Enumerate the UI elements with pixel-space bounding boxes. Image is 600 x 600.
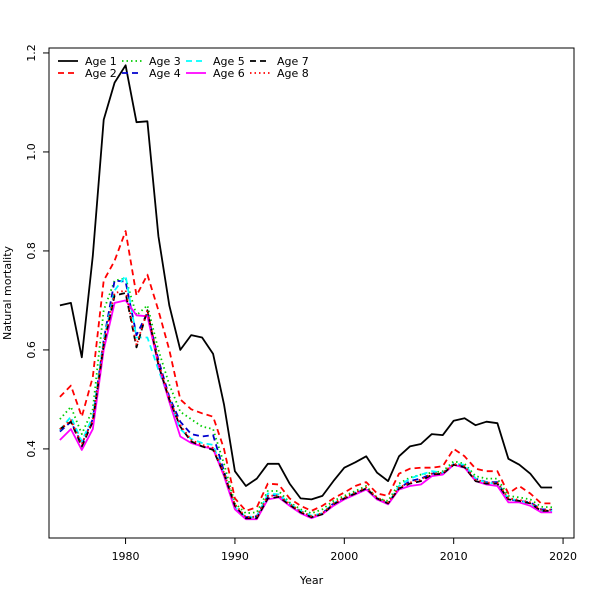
legend-label-age-3: Age 3: [149, 55, 181, 68]
legend-label-age-6: Age 6: [213, 67, 245, 80]
series-line-age-1: [59, 64, 553, 501]
series-line-age-2: [59, 230, 553, 512]
legend-label-age-1: Age 1: [85, 55, 117, 68]
x-tick-label: 1990: [221, 550, 249, 563]
x-tick-label: 2000: [330, 550, 358, 563]
plot-frame: [48, 47, 575, 539]
y-axis-label: Natural mortality: [1, 245, 14, 340]
y-tick-label: 0.8: [25, 242, 38, 260]
legend-label-age-2: Age 2: [85, 67, 117, 80]
x-tick-label: 1980: [112, 550, 140, 563]
series-line-age-5: [59, 274, 553, 519]
x-axis: 1980 1990 2000 2010 2020: [112, 538, 577, 563]
x-tick-label: 2010: [440, 550, 468, 563]
legend-label-age-7: Age 7: [277, 55, 309, 68]
y-tick-label: 0.4: [25, 440, 38, 458]
x-tick-label: 2020: [549, 550, 577, 563]
x-axis-label: Year: [299, 574, 324, 587]
y-tick-label: 0.6: [25, 341, 38, 359]
legend-label-age-4: Age 4: [149, 67, 181, 80]
series-line-age-3: [59, 277, 553, 515]
series-lines: [59, 64, 553, 521]
series-line-age-8: [59, 289, 553, 519]
y-tick-label: 1.0: [25, 143, 38, 161]
legend-label-age-5: Age 5: [213, 55, 245, 68]
y-tick-label: 1.2: [25, 44, 38, 62]
series-line-age-6: [59, 299, 553, 521]
legend-label-age-8: Age 8: [277, 67, 309, 80]
y-axis: 0.4 0.6 0.8 1.0 1.2: [25, 44, 49, 458]
